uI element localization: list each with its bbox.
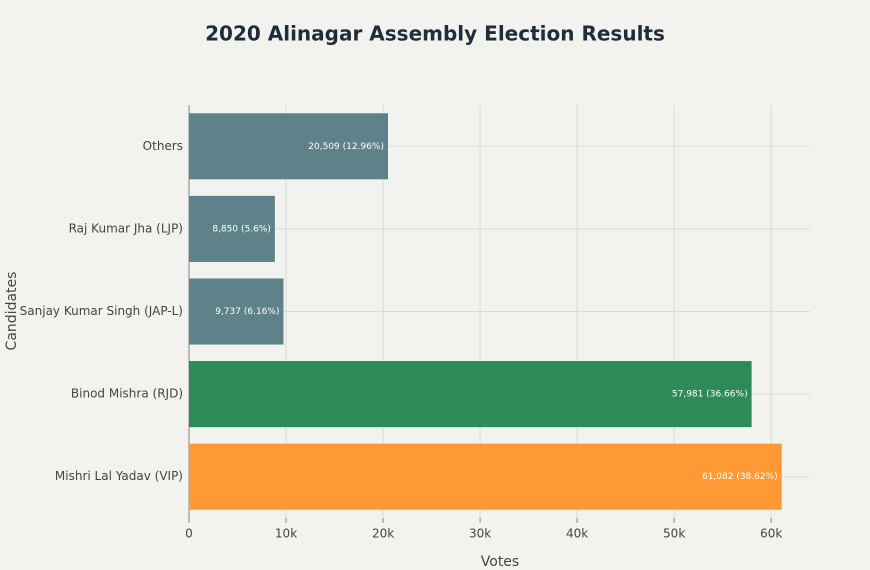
bar — [189, 113, 389, 180]
x-tick-label: 50k — [663, 527, 685, 541]
y-tick-label: Raj Kumar Jha (LJP) — [69, 221, 183, 235]
data-label: 20,509 (12.96%) — [308, 142, 384, 152]
bar — [189, 195, 275, 262]
x-tick-label: 0 — [185, 527, 193, 541]
data-label: 8,850 (5.6%) — [212, 224, 271, 234]
x-tick-label: 30k — [469, 527, 491, 541]
y-axis-title: Candidates — [4, 272, 20, 351]
y-tick-label: Mishri Lal Yadav (VIP) — [55, 469, 183, 483]
x-tick-label: 60k — [760, 527, 782, 541]
data-label: 61,082 (38.62%) — [702, 472, 778, 482]
bar — [189, 443, 782, 510]
x-tick-label: 20k — [372, 527, 394, 541]
y-tick-label: Binod Mishra (RJD) — [71, 387, 183, 401]
y-tick-label: Sanjay Kumar Singh (JAP-L) — [20, 304, 183, 318]
x-axis-title: Votes — [481, 554, 519, 570]
data-label: 9,737 (6.16%) — [215, 307, 279, 317]
bar — [189, 361, 752, 428]
chart-title: 2020 Alinagar Assembly Election Results — [205, 22, 665, 46]
x-tick-label: 10k — [275, 527, 297, 541]
y-tick-label: Others — [143, 139, 183, 153]
data-label: 57,981 (36.66%) — [672, 390, 748, 400]
bar — [189, 278, 284, 345]
x-tick-label: 40k — [566, 527, 588, 541]
